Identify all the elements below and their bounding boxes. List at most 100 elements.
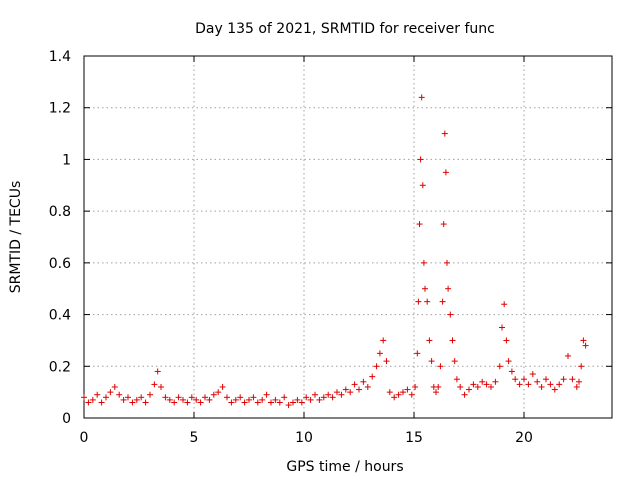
data-point — [307, 396, 314, 403]
data-point — [565, 352, 571, 359]
data-point — [334, 389, 340, 396]
data-point — [325, 391, 332, 398]
data-point — [543, 376, 549, 383]
data-point — [404, 386, 411, 393]
data-point — [479, 378, 486, 385]
chart-title: Day 135 of 2021, SRMTID for receiver fun… — [195, 21, 495, 37]
data-point — [197, 399, 204, 406]
data-point — [298, 399, 305, 406]
data-point — [373, 363, 380, 370]
data-point — [175, 394, 182, 401]
data-point — [129, 399, 136, 406]
data-point — [228, 399, 235, 406]
x-tick-label: 10 — [295, 430, 313, 446]
data-point — [294, 396, 301, 403]
data-point — [188, 394, 195, 401]
data-point — [505, 358, 512, 365]
data-point — [512, 376, 519, 383]
data-point — [447, 311, 454, 318]
data-point — [449, 337, 456, 344]
data-point — [184, 399, 191, 406]
data-point — [158, 383, 164, 390]
y-tick-label: 1 — [62, 152, 71, 168]
data-point — [342, 386, 349, 393]
data-point — [303, 394, 310, 401]
data-point — [470, 381, 477, 388]
data-point — [383, 358, 390, 365]
data-point — [133, 396, 140, 403]
data-point — [416, 221, 423, 228]
data-point — [437, 363, 444, 370]
data-point — [573, 383, 580, 390]
data-point — [89, 396, 96, 403]
data-point — [529, 371, 536, 378]
data-point — [360, 378, 367, 385]
data-point — [254, 399, 261, 406]
data-point — [414, 350, 421, 357]
y-tick-label: 1.4 — [49, 49, 71, 65]
data-point — [224, 394, 230, 401]
data-point — [241, 399, 248, 406]
data-point — [551, 386, 558, 393]
data-point — [400, 389, 406, 396]
y-tick-label: 0.2 — [49, 359, 71, 375]
data-point — [418, 94, 425, 101]
data-point — [576, 378, 582, 385]
data-point — [453, 376, 460, 383]
data-point — [386, 389, 393, 396]
data-point — [316, 396, 323, 403]
data-point — [433, 389, 439, 396]
data-point — [442, 169, 449, 176]
data-point — [419, 182, 426, 189]
data-point — [285, 402, 292, 409]
data-point — [162, 394, 169, 401]
data-point — [147, 391, 153, 398]
data-point — [521, 376, 527, 383]
y-tick-label: 0.6 — [49, 256, 71, 272]
x-tick-label: 5 — [190, 430, 199, 446]
data-point — [268, 399, 274, 406]
data-point — [142, 399, 149, 406]
data-point — [151, 381, 158, 388]
data-point — [154, 368, 161, 375]
data-point — [538, 383, 545, 390]
x-tick-labels: 0 5 10 15 20 — [80, 430, 533, 446]
data-point — [461, 391, 468, 398]
data-point — [180, 396, 186, 403]
data-point — [347, 389, 354, 396]
data-point — [415, 298, 422, 305]
data-point — [445, 285, 452, 292]
data-point — [246, 396, 252, 403]
data-point — [474, 383, 481, 390]
y-tick-label: 0.8 — [49, 204, 71, 220]
data-point — [417, 156, 424, 163]
data-point — [508, 368, 515, 375]
data-point — [501, 301, 508, 308]
data-point — [424, 298, 431, 305]
data-point — [206, 396, 213, 403]
y-tick-label: 0 — [62, 411, 71, 427]
data-point — [351, 381, 358, 388]
data-point — [312, 391, 318, 398]
data-point — [376, 350, 383, 357]
data-point — [408, 391, 415, 398]
x-tick-label: 20 — [515, 430, 533, 446]
data-point — [364, 383, 371, 390]
data-point — [420, 259, 427, 266]
data-point — [547, 381, 554, 388]
data-point — [503, 337, 510, 344]
axis-ticks — [83, 55, 612, 419]
data-point — [499, 324, 505, 331]
data-point — [435, 383, 442, 390]
data-point — [391, 394, 398, 401]
data-point — [380, 337, 387, 344]
data-point — [320, 394, 327, 401]
x-tick-label: 0 — [80, 430, 89, 446]
data-point — [263, 391, 270, 398]
data-point — [488, 383, 494, 390]
data-point — [232, 396, 239, 403]
data-point — [202, 394, 208, 401]
data-point — [103, 394, 109, 401]
data-point — [329, 394, 336, 401]
y-tick-labels: 0 0.2 0.4 0.6 0.8 1 1.2 1.4 — [49, 49, 71, 427]
